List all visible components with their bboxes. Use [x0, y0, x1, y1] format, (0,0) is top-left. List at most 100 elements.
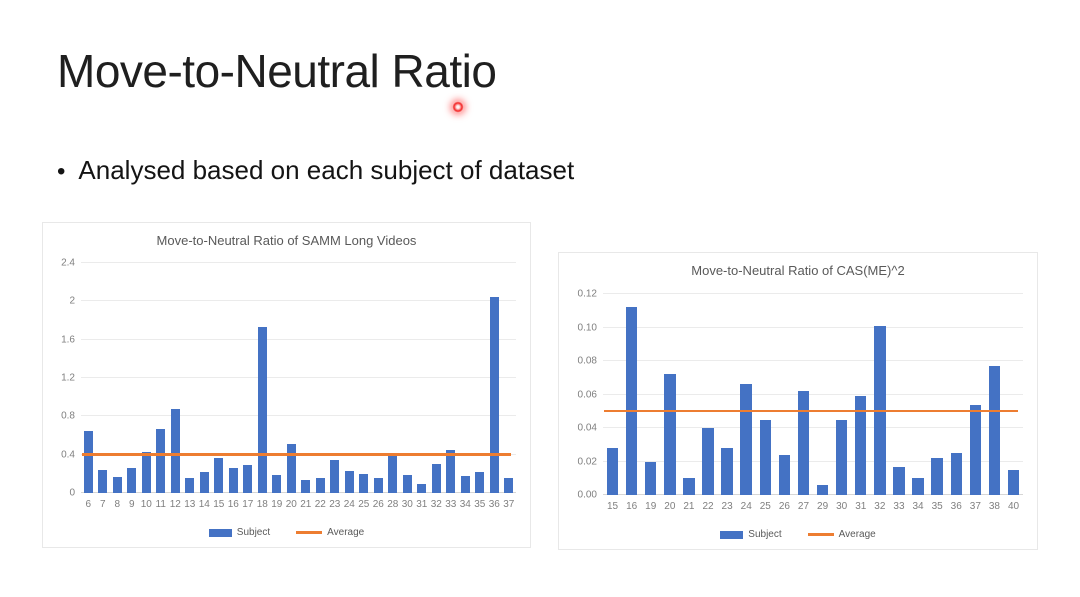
gridline: [603, 326, 1023, 328]
bar-column: [966, 294, 985, 495]
x-tick-label: 36: [488, 499, 500, 510]
chart-title: Move-to-Neutral Ratio of SAMM Long Video…: [156, 233, 417, 248]
bar-subject-22: [315, 477, 325, 493]
legend-subject-swatch: [208, 528, 232, 537]
x-tick-label: 9: [128, 499, 135, 510]
bar-subject-20: [664, 374, 676, 495]
bar-subject-38: [988, 366, 1001, 495]
bar-column: [985, 294, 1004, 495]
bar-subject-18: [257, 327, 267, 493]
bar-column: [270, 263, 285, 493]
x-axis: 6 7 8 9 10 11 12 13 14 15 16 17 18 19 20 21 22 23 24 25 26 28…: [81, 499, 516, 513]
gridline: [603, 460, 1023, 462]
bar-column: [168, 263, 183, 493]
bar-column: [284, 263, 299, 493]
y-axis: 0.00 0.02 0.04 0.06 0.08 0.10 0.12: [569, 289, 603, 501]
legend-item-subject: Subject: [208, 527, 270, 538]
legend: Subject Average: [559, 529, 1037, 540]
gridline: [603, 427, 1023, 429]
x-tick-label: 32: [874, 501, 886, 512]
x-tick-label: 24: [740, 501, 752, 512]
gridline: [81, 338, 516, 340]
bar-subject-16: [228, 468, 238, 493]
y-axis: 0 0.4 0.8 1.2 1.6 2 2.4: [53, 258, 81, 499]
bar-subject-34: [912, 478, 924, 495]
bar-column: [154, 263, 169, 493]
x-tick-label: 30: [836, 501, 848, 512]
laser-pointer-icon: [452, 101, 464, 113]
x-tick-label: 16: [227, 499, 239, 510]
x-tick-label: 20: [664, 501, 676, 512]
bar-subject-21: [301, 479, 311, 493]
bar-subject-35: [931, 458, 943, 495]
bar-column: [698, 294, 717, 495]
x-tick-label: 11: [155, 499, 166, 510]
chart-samm-long-videos: Move-to-Neutral Ratio of SAMM Long Video…: [42, 222, 531, 548]
x-tick-label: 23: [721, 501, 733, 512]
bullet-text: Analysed based on each subject of datase…: [78, 155, 575, 185]
bar-subject-37: [504, 477, 514, 493]
bar-column: [947, 294, 966, 495]
x-tick-label: 21: [683, 501, 695, 512]
x-tick-label: 33: [893, 501, 905, 512]
bar-column: [96, 263, 111, 493]
x-tick-label: 34: [459, 499, 471, 510]
bar-column: [737, 294, 756, 495]
bar-column: [487, 263, 502, 493]
x-tick-label: 21: [300, 499, 312, 510]
x-tick-label: 30: [401, 499, 413, 510]
bar-column: [81, 263, 96, 493]
x-tick-label: 24: [343, 499, 355, 510]
x-tick-label: 40: [1007, 501, 1020, 512]
x-tick-label: 22: [314, 499, 326, 510]
x-tick-label: 14: [198, 499, 210, 510]
x-tick-label: 22: [702, 501, 714, 512]
legend-subject-label: Subject: [748, 529, 782, 540]
x-tick-label: 28: [387, 499, 399, 510]
x-tick-label: 35: [931, 501, 943, 512]
bar-subject-36: [950, 453, 962, 495]
bar-column: [851, 294, 870, 495]
gridline: [81, 262, 516, 263]
y-tick-label: 1.2: [61, 372, 75, 384]
x-tick-label: 25: [358, 499, 370, 510]
bar-column: [1004, 294, 1023, 495]
bars-container: [603, 294, 1023, 495]
legend-item-average: Average: [807, 529, 876, 540]
x-tick-label: 27: [797, 501, 810, 512]
x-tick-label: 10: [140, 499, 152, 510]
bar-subject-9: [127, 468, 137, 493]
bar-column: [718, 294, 737, 495]
bar-column: [928, 294, 947, 495]
x-axis-row: 6 7 8 9 10 11 12 13 14 15 16 17 18 19 20 21 22 23 24 25 26 28…: [53, 499, 516, 513]
gridline: [603, 293, 1023, 294]
bar-subject-26: [373, 477, 383, 493]
bar-subject-34: [460, 475, 470, 493]
bar-column: [909, 294, 928, 495]
bar-subject-25: [759, 419, 772, 495]
x-tick-label: 13: [184, 499, 196, 510]
x-tick-label: 26: [372, 499, 384, 510]
y-tick-label: 2: [69, 295, 75, 307]
bar-subject-12: [170, 408, 180, 493]
y-tick-label: 0.00: [577, 489, 597, 501]
bar-subject-23: [330, 460, 340, 493]
x-tick-label: 23: [329, 499, 341, 510]
plot-row: 0 0.4 0.8 1.2 1.6 2 2.4: [53, 258, 516, 499]
gridline: [81, 492, 516, 493]
bar-column: [641, 294, 660, 495]
bar-subject-33: [446, 449, 456, 493]
bar-subject-31: [855, 396, 867, 495]
bar-subject-26: [778, 454, 791, 495]
gridline: [81, 415, 516, 417]
bar-column: [870, 294, 889, 495]
x-tick-label: 36: [950, 501, 962, 512]
x-tick-label: 32: [430, 499, 442, 510]
bar-subject-24: [740, 384, 752, 495]
average-line: [82, 453, 511, 456]
bar-subject-31: [417, 484, 427, 493]
x-tick-label: 25: [759, 501, 771, 512]
x-tick-label: 33: [445, 499, 457, 510]
bar-subject-20: [286, 444, 296, 493]
